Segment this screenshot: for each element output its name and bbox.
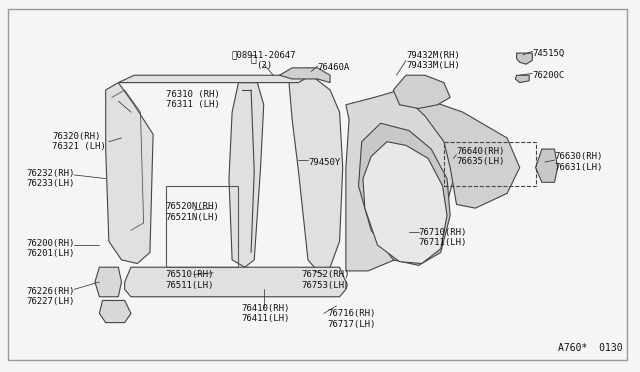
Polygon shape xyxy=(106,83,153,263)
Bar xyxy=(444,142,536,186)
Text: 79432M(RH)
79433M(LH): 79432M(RH) 79433M(LH) xyxy=(406,51,460,70)
Polygon shape xyxy=(399,90,520,208)
Text: 76716(RH)
76717(LH): 76716(RH) 76717(LH) xyxy=(327,309,375,328)
Text: 76200C: 76200C xyxy=(532,71,564,80)
Polygon shape xyxy=(516,53,532,64)
Polygon shape xyxy=(95,267,122,297)
Text: 76640(RH)
76635(LH): 76640(RH) 76635(LH) xyxy=(456,147,505,166)
Polygon shape xyxy=(394,75,450,109)
Text: 76320(RH)
76321 (LH): 76320(RH) 76321 (LH) xyxy=(52,132,106,151)
Polygon shape xyxy=(99,301,131,323)
Text: 74515Q: 74515Q xyxy=(532,49,564,58)
Text: 76510(RH)
76511(LH): 76510(RH) 76511(LH) xyxy=(166,270,214,290)
Text: ⓝ08911-20647
(2): ⓝ08911-20647 (2) xyxy=(232,51,296,70)
Polygon shape xyxy=(118,75,311,83)
Polygon shape xyxy=(536,149,557,182)
Polygon shape xyxy=(358,123,450,265)
Polygon shape xyxy=(289,75,343,271)
Text: 76232(RH)
76233(LH): 76232(RH) 76233(LH) xyxy=(27,169,75,188)
Text: 76410(RH)
76411(LH): 76410(RH) 76411(LH) xyxy=(241,304,290,323)
Text: 76752(RH)
76753(LH): 76752(RH) 76753(LH) xyxy=(301,270,350,290)
Polygon shape xyxy=(229,83,264,267)
Text: Ⓝ: Ⓝ xyxy=(250,54,256,64)
Text: 76310 (RH)
76311 (LH): 76310 (RH) 76311 (LH) xyxy=(166,90,220,109)
Text: 79450Y: 79450Y xyxy=(308,157,340,167)
Bar xyxy=(166,186,239,267)
Text: 76630(RH)
76631(LH): 76630(RH) 76631(LH) xyxy=(554,152,603,172)
Text: 76520N(RH)
76521N(LH): 76520N(RH) 76521N(LH) xyxy=(166,202,220,222)
Text: 76200(RH)
76201(LH): 76200(RH) 76201(LH) xyxy=(27,239,75,259)
Text: 76226(RH)
76227(LH): 76226(RH) 76227(LH) xyxy=(27,287,75,307)
Polygon shape xyxy=(280,68,330,83)
Polygon shape xyxy=(125,267,346,297)
Polygon shape xyxy=(363,142,447,263)
Text: 76710(RH)
76711(LH): 76710(RH) 76711(LH) xyxy=(419,228,467,247)
Polygon shape xyxy=(515,75,529,83)
Text: 76460A: 76460A xyxy=(317,63,349,72)
Text: A760*  0130: A760* 0130 xyxy=(557,343,622,353)
Polygon shape xyxy=(346,90,456,271)
